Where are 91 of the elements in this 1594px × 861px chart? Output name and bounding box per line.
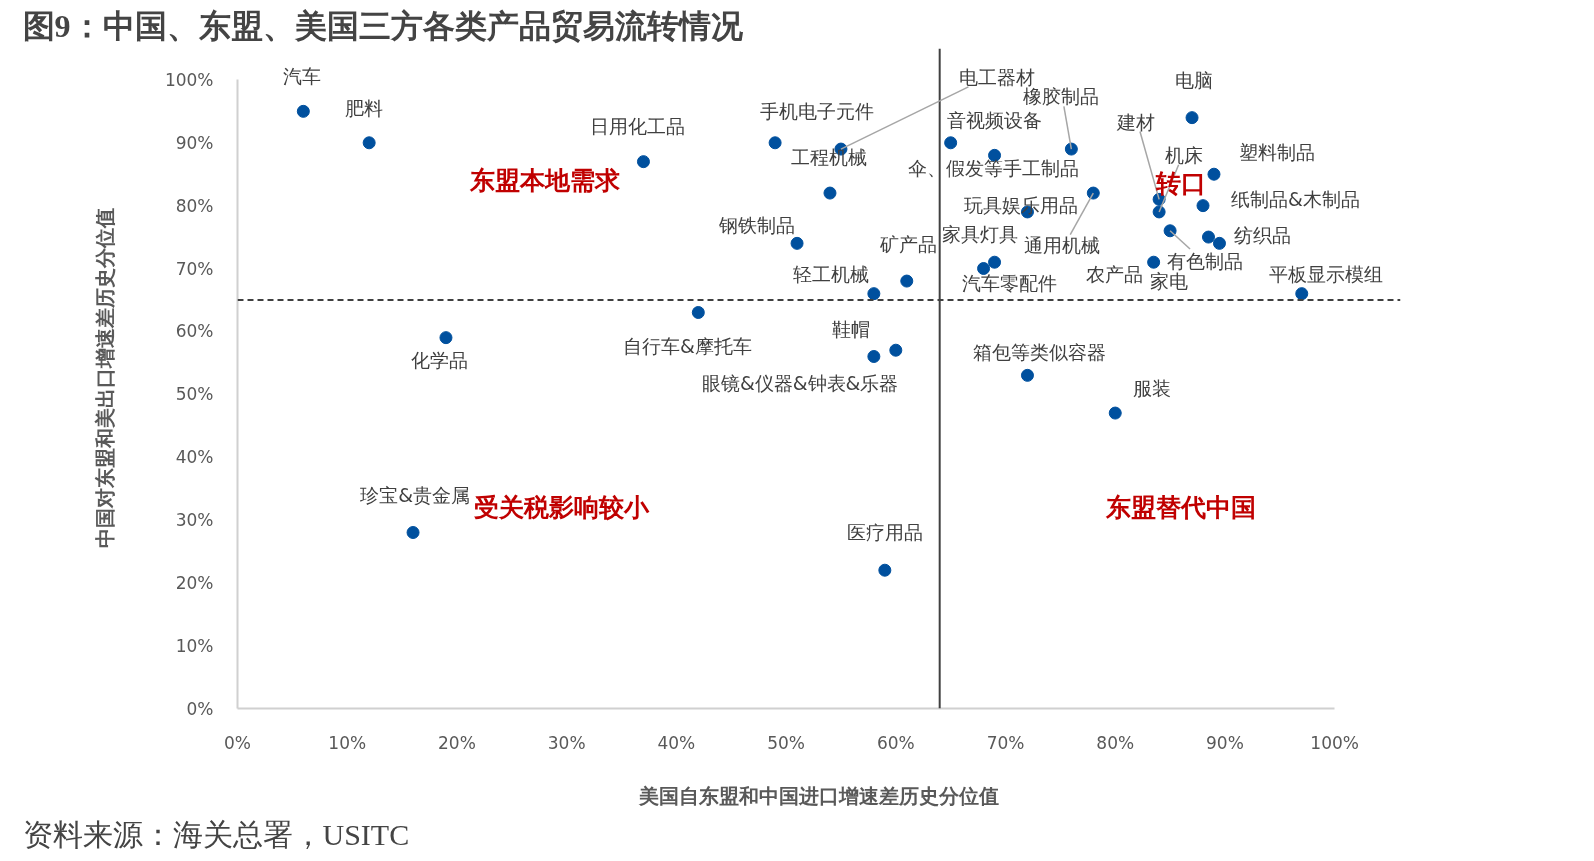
x-tick-label: 20% <box>438 732 476 753</box>
y-tick-label: 80% <box>175 195 214 216</box>
point <box>900 274 914 288</box>
point <box>889 343 903 357</box>
point <box>1064 142 1078 156</box>
x-tick-label: 30% <box>547 732 586 753</box>
annotation: 伞、假发等手工制品 <box>907 156 1079 179</box>
point <box>296 104 310 118</box>
annotation: 东盟替代中国 <box>1105 492 1257 522</box>
annotation: 塑料制品 <box>1238 141 1315 164</box>
annotation: 汽车 <box>283 65 322 88</box>
y-tick-label: 70% <box>175 258 214 279</box>
annotation: 受关税影响较小 <box>473 492 650 522</box>
point <box>1152 205 1166 219</box>
annotation: 自行车&摩托车 <box>622 334 752 357</box>
y-tick-label: 100% <box>164 69 214 90</box>
point <box>691 306 705 319</box>
y-tick-label: 90% <box>175 132 214 153</box>
text: 资料来源：海关总署，USITC <box>22 817 410 851</box>
point <box>1202 230 1215 244</box>
annotation: 眼镜&仪器&钟表&乐器 <box>701 372 899 395</box>
annotation: 鞋帽 <box>831 318 870 341</box>
point <box>867 350 881 363</box>
annotation: 箱包等类似容器 <box>973 341 1107 364</box>
x-tick-label: 60% <box>876 732 915 753</box>
point <box>1196 199 1210 213</box>
chart-title: 图9：中国、东盟、美国三方各类产品贸易流转情况 <box>22 7 744 44</box>
annotation: 家电 <box>1149 270 1188 293</box>
annotation: 工程机械 <box>790 145 867 168</box>
point <box>977 262 991 275</box>
x-tick-label: 90% <box>1206 732 1244 753</box>
y-tick-label: 10% <box>175 635 214 656</box>
x-tick-label: 0% <box>224 732 251 753</box>
point <box>867 287 881 301</box>
annotation: 纺织品 <box>1233 224 1291 247</box>
point <box>790 236 804 250</box>
point <box>1212 236 1226 250</box>
annotation: 家具灯具 <box>942 223 1019 246</box>
annotation: 服装 <box>1132 377 1171 400</box>
annotation: 手机电子元件 <box>759 99 874 122</box>
point <box>988 255 1002 269</box>
annotation: 平板显示模组 <box>1268 262 1383 285</box>
y-tick-label: 20% <box>175 572 214 593</box>
point <box>1295 287 1309 301</box>
annotation: 有色制品 <box>1167 249 1244 272</box>
point <box>768 136 782 150</box>
y-tick-label: 60% <box>175 321 214 342</box>
x-axis-title: 美国自东盟和中国进口增速差历史分位值 <box>638 783 999 808</box>
annotation: 机床 <box>1165 143 1204 166</box>
point <box>1185 111 1199 125</box>
point <box>406 526 420 539</box>
annotation: 钢铁制品 <box>718 214 796 237</box>
annotation: 日用化工品 <box>590 114 686 137</box>
point <box>1163 224 1177 238</box>
point <box>1207 167 1221 181</box>
x-tick-label: 40% <box>657 732 696 753</box>
x-tick-label: 100% <box>1310 732 1359 753</box>
annotation: 建材 <box>1116 111 1156 134</box>
annotation: 化学品 <box>410 349 468 372</box>
point <box>1086 186 1100 200</box>
annotation: 珍宝&贵金属 <box>360 483 471 506</box>
y-axis-title: 中国对东盟和美出口增速差历史分位值 <box>92 208 117 549</box>
point <box>439 331 453 345</box>
x-tick-label: 50% <box>767 732 805 753</box>
annotation: 汽车零配件 <box>962 271 1058 294</box>
y-tick-label: 0% <box>186 698 214 719</box>
annotation: 轻工机械 <box>792 263 869 286</box>
point <box>823 186 837 200</box>
point <box>636 155 650 169</box>
y-tick-label: 50% <box>175 384 214 405</box>
point <box>1147 255 1161 269</box>
x-tick-label: 10% <box>328 732 367 753</box>
y-tick-label: 30% <box>175 509 214 530</box>
point <box>1020 368 1034 382</box>
annotation: 东盟本地需求 <box>468 166 621 195</box>
annotation: 通用机械 <box>1024 234 1101 257</box>
annotation: 转口 <box>1155 169 1207 199</box>
annotation: 医疗用品 <box>846 520 923 543</box>
point <box>1108 406 1122 420</box>
annotation: 矿产品 <box>879 232 938 255</box>
annotation: 纸制品&木制品 <box>1231 187 1360 210</box>
annotation: 肥料 <box>344 96 383 119</box>
x-tick-label: 80% <box>1096 732 1135 753</box>
annotation: 农产品 <box>1085 263 1143 286</box>
point <box>878 563 892 577</box>
annotation: 音视频设备 <box>947 109 1043 132</box>
x-tick-label: 70% <box>986 732 1025 753</box>
point <box>944 136 958 150</box>
y-tick-label: 40% <box>175 447 214 468</box>
point <box>362 136 376 150</box>
annotation: 电脑 <box>1175 69 1214 92</box>
